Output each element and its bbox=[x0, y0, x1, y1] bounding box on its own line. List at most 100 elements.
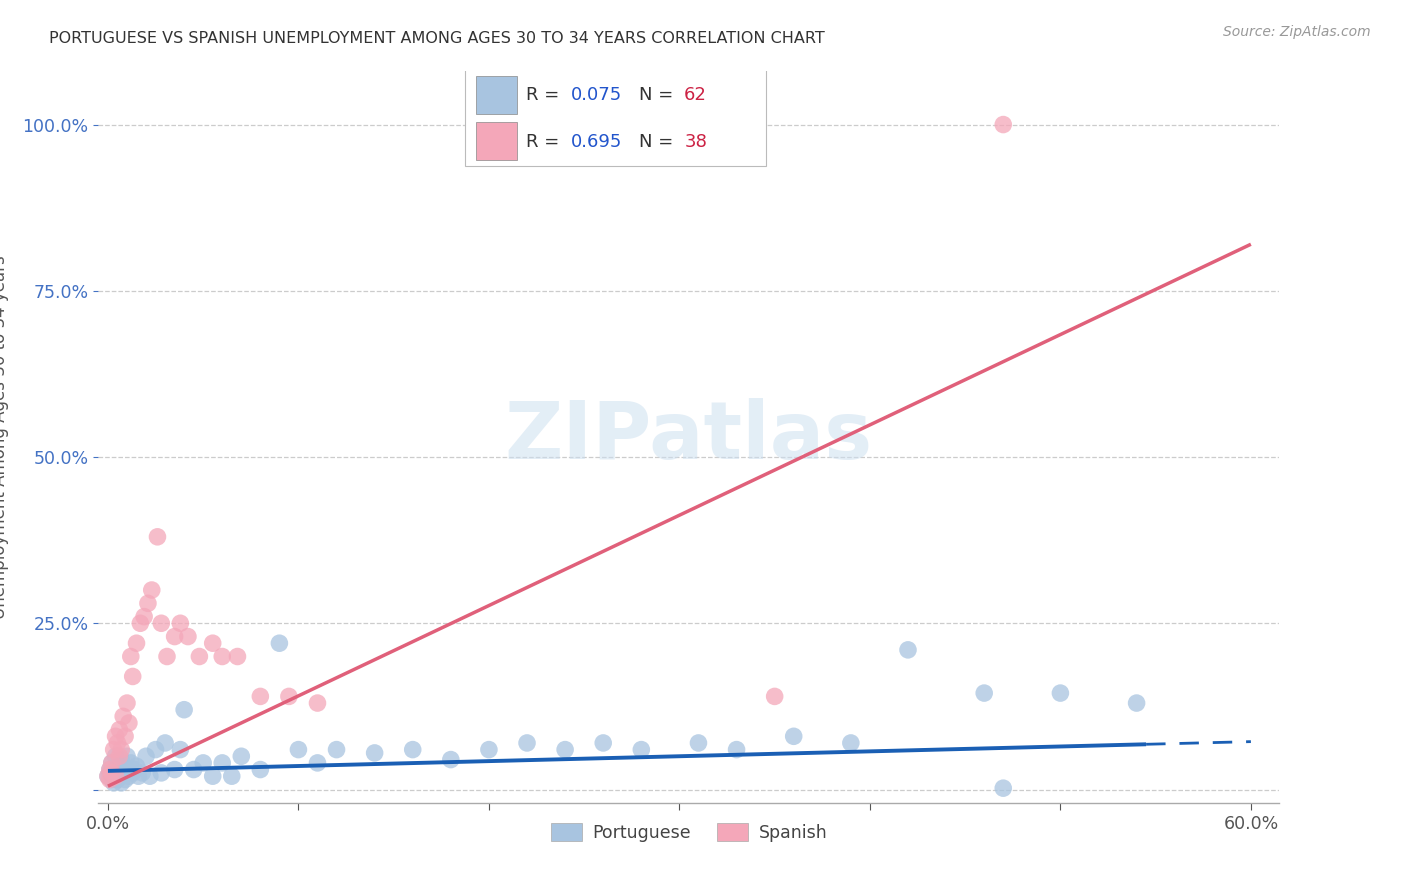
Point bbox=[97, 769, 120, 783]
Point bbox=[277, 690, 299, 704]
Point bbox=[104, 763, 127, 777]
FancyBboxPatch shape bbox=[477, 122, 516, 160]
Point bbox=[249, 690, 271, 704]
Point bbox=[156, 649, 179, 664]
Point bbox=[108, 723, 131, 737]
Point bbox=[135, 749, 157, 764]
Text: PORTUGUESE VS SPANISH UNEMPLOYMENT AMONG AGES 30 TO 34 YEARS CORRELATION CHART: PORTUGUESE VS SPANISH UNEMPLOYMENT AMONG… bbox=[49, 31, 825, 46]
Point bbox=[139, 769, 162, 783]
Point bbox=[125, 636, 148, 650]
Point bbox=[110, 753, 132, 767]
Point bbox=[1125, 696, 1147, 710]
Text: 0.075: 0.075 bbox=[571, 87, 621, 104]
Point bbox=[993, 781, 1015, 796]
Point bbox=[107, 736, 129, 750]
Point bbox=[307, 756, 329, 770]
Text: R =: R = bbox=[526, 87, 565, 104]
Point bbox=[100, 765, 122, 780]
Point bbox=[104, 729, 127, 743]
Point bbox=[98, 763, 121, 777]
Text: N =: N = bbox=[640, 133, 679, 151]
Point bbox=[169, 742, 191, 756]
Point bbox=[108, 769, 131, 783]
Point bbox=[973, 686, 995, 700]
Text: 0.695: 0.695 bbox=[571, 133, 623, 151]
Point bbox=[103, 776, 125, 790]
Point bbox=[108, 749, 131, 764]
Point bbox=[163, 763, 186, 777]
Point bbox=[1049, 686, 1071, 700]
Text: Source: ZipAtlas.com: Source: ZipAtlas.com bbox=[1223, 25, 1371, 39]
Point bbox=[108, 759, 131, 773]
Point bbox=[169, 616, 191, 631]
Point bbox=[98, 763, 121, 777]
Point bbox=[134, 609, 156, 624]
Point bbox=[125, 759, 148, 773]
Legend: Portuguese, Spanish: Portuguese, Spanish bbox=[544, 816, 834, 849]
Point bbox=[554, 742, 576, 756]
Point bbox=[592, 736, 614, 750]
Point bbox=[287, 742, 309, 756]
Point bbox=[188, 649, 211, 664]
Point bbox=[115, 749, 138, 764]
Point bbox=[402, 742, 425, 756]
Point bbox=[115, 696, 138, 710]
Point bbox=[153, 736, 176, 750]
Point bbox=[114, 729, 136, 743]
Point bbox=[231, 749, 253, 764]
Point bbox=[163, 630, 186, 644]
Point bbox=[115, 763, 138, 777]
Point bbox=[221, 769, 243, 783]
Point bbox=[993, 118, 1015, 132]
Point bbox=[725, 742, 748, 756]
Point bbox=[150, 765, 173, 780]
Point bbox=[118, 716, 141, 731]
Point bbox=[177, 630, 200, 644]
Point bbox=[98, 765, 121, 780]
Point bbox=[150, 616, 173, 631]
Point bbox=[136, 596, 159, 610]
Point bbox=[121, 765, 143, 780]
Text: 62: 62 bbox=[685, 87, 707, 104]
Point bbox=[100, 772, 122, 787]
Point bbox=[763, 690, 786, 704]
Point bbox=[201, 636, 224, 650]
Text: 38: 38 bbox=[685, 133, 707, 151]
Point bbox=[688, 736, 710, 750]
Point bbox=[120, 649, 142, 664]
Point bbox=[100, 756, 122, 770]
Point bbox=[211, 649, 233, 664]
Point bbox=[114, 772, 136, 787]
Point bbox=[98, 772, 121, 787]
Point bbox=[97, 769, 120, 783]
Point bbox=[118, 769, 141, 783]
Point bbox=[307, 696, 329, 710]
Point bbox=[201, 769, 224, 783]
Point bbox=[249, 763, 271, 777]
Point bbox=[173, 703, 195, 717]
Point bbox=[124, 763, 146, 777]
Point bbox=[107, 765, 129, 780]
Point bbox=[630, 742, 652, 756]
Point bbox=[127, 769, 149, 783]
Point bbox=[478, 742, 501, 756]
Point bbox=[103, 742, 125, 756]
Point bbox=[183, 763, 205, 777]
Point bbox=[145, 742, 167, 756]
Text: N =: N = bbox=[640, 87, 679, 104]
FancyBboxPatch shape bbox=[464, 68, 766, 167]
Point bbox=[146, 530, 169, 544]
Point bbox=[120, 756, 142, 770]
Point bbox=[325, 742, 347, 756]
Point bbox=[104, 749, 127, 764]
Point bbox=[103, 769, 125, 783]
Point bbox=[112, 765, 135, 780]
Point bbox=[110, 776, 132, 790]
Text: ZIPatlas: ZIPatlas bbox=[505, 398, 873, 476]
Point bbox=[100, 756, 122, 770]
Point bbox=[839, 736, 862, 750]
Y-axis label: Unemployment Among Ages 30 to 34 years: Unemployment Among Ages 30 to 34 years bbox=[0, 255, 8, 619]
Point bbox=[129, 616, 152, 631]
Point bbox=[211, 756, 233, 770]
Point bbox=[110, 742, 132, 756]
